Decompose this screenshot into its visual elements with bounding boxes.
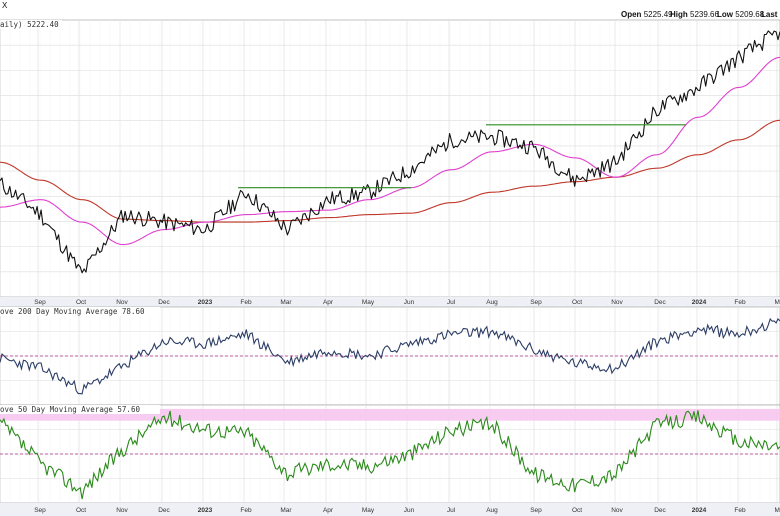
x-tick-label: Sep [34, 507, 46, 514]
ohlc-low-value: 5209.68 [735, 10, 764, 19]
header-bar [0, 0, 780, 20]
ohlc-open: Open 5225.49 [621, 10, 673, 19]
x-tick-label: Apr [323, 507, 334, 514]
x-tick-label: Ma [774, 507, 780, 514]
x-tick-label: Oct [76, 299, 86, 306]
x-tick-label: Feb [734, 507, 746, 514]
x-tick-label: Jun [404, 299, 415, 306]
ma50-line [0, 56, 780, 246]
price-legend: aily) 5222.40 [0, 20, 59, 29]
x-tick-label: Aug [486, 299, 498, 306]
x-tick-label: Jul [447, 507, 456, 514]
ma200-line [0, 119, 780, 223]
x-tick-label: Sep [530, 507, 542, 514]
x-tick-label: Feb [240, 507, 252, 514]
x-tick-label: Oct [572, 299, 582, 306]
x-tick-label: Feb [240, 299, 252, 306]
ohlc-low-label: Low [717, 10, 734, 19]
b50-line [0, 410, 780, 500]
x-tick-label: Dec [654, 507, 666, 514]
price-line [0, 30, 780, 274]
x-tick-label: Nov [116, 507, 128, 514]
b50-marks [0, 408, 780, 500]
ohlc-open-value: 5225.49 [644, 10, 673, 19]
ohlc-low: Low 5209.68 [717, 10, 765, 19]
x-tick-label: Nov [116, 299, 128, 306]
x-tick-label: Jul [447, 299, 456, 306]
x-tick-label: May [362, 299, 375, 306]
ohlc-last-label: Last [761, 10, 778, 19]
x-axis-2: Sep Oct Nov Dec 2023 Feb Mar Apr May Jun Jul Aug Sep… [34, 507, 780, 514]
ohlc-open-label: Open [621, 10, 642, 19]
x-tick-label: May [362, 507, 375, 514]
b50-legend: ove 50 Day Moving Average 57.60 [0, 405, 140, 414]
above-50dma-panel: ove 50 Day Moving Average 57.60 [0, 404, 780, 504]
price-marks [0, 30, 780, 274]
x-tick-label: Mar [280, 299, 292, 306]
x-tick-label: 2023 [198, 507, 213, 514]
price-grid [0, 20, 780, 297]
x-tick-label: Aug [486, 507, 498, 514]
x-tick-label: Ma [774, 299, 780, 306]
ohlc-high-value: 5239.66 [690, 10, 719, 19]
x-tick-label: Oct [76, 507, 86, 514]
x-tick-label: 2024 [692, 299, 707, 306]
x-tick-label: Nov [611, 507, 623, 514]
x-axis-1: Sep Oct Nov Dec 2023 Feb Mar Apr May Jun Jul Aug Sep… [34, 299, 780, 306]
x-tick-label: Dec [158, 299, 170, 306]
price-panel: aily) 5222.40 [0, 19, 780, 298]
x-axis-band-2 [0, 503, 780, 516]
ohlc-last: Last [761, 10, 778, 19]
x-tick-label: 2023 [198, 299, 213, 306]
ohlc-high: High 5239.66 [670, 10, 719, 19]
x-tick-label: Feb [734, 299, 746, 306]
b200-line [0, 317, 780, 395]
x-tick-label: Sep [34, 299, 46, 306]
x-tick-label: Nov [611, 299, 623, 306]
x-tick-label: Oct [572, 507, 582, 514]
symbol-label: X [2, 1, 8, 10]
b200-marks [0, 317, 780, 395]
b50-legend-bg [0, 405, 160, 414]
overbought-band [0, 408, 780, 421]
x-tick-label: Apr [323, 299, 334, 306]
x-tick-label: Dec [654, 299, 666, 306]
x-tick-label: Mar [280, 507, 292, 514]
x-tick-label: Jun [404, 507, 415, 514]
b200-legend: ove 200 Day Moving Average 78.60 [0, 307, 145, 316]
x-tick-label: 2024 [692, 507, 707, 514]
x-tick-label: Dec [158, 507, 170, 514]
above-200dma-panel: ove 200 Day Moving Average 78.60 [0, 306, 780, 406]
x-axis-band-1 [0, 297, 780, 307]
x-tick-label: Sep [530, 299, 542, 306]
price-legend-bg [0, 20, 62, 29]
ohlc-high-label: High [670, 10, 688, 19]
b200-legend-bg [0, 307, 160, 316]
